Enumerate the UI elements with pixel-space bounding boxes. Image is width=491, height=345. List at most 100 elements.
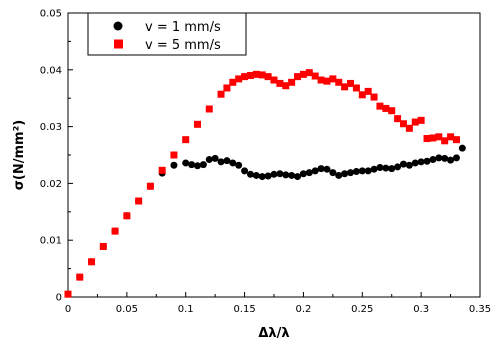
data-point-v5 [447,133,455,141]
data-point-v1 [299,170,307,178]
data-point-v5 [235,75,243,83]
data-point-v1 [288,171,296,179]
data-point-v5 [135,197,143,205]
data-point-v5 [411,118,419,126]
data-point-v1 [311,167,319,175]
legend-marker-v5 [114,39,123,49]
data-point-v1 [235,161,243,169]
data-point-v5 [246,71,254,79]
data-point-v5 [64,290,72,298]
data-point-v1 [199,161,207,169]
data-point-v5 [305,69,313,77]
data-point-v5 [193,120,201,128]
data-point-v1 [399,160,407,168]
x-tick-label: 0 [65,304,71,315]
data-point-v1 [447,156,455,164]
data-point-v5 [276,79,284,87]
y-axis-ticks: 0 0.01 0.02 0.03 0.04 0.05 [40,9,73,304]
data-point-v1 [317,165,325,173]
x-tick-label: 0.35 [469,304,491,315]
data-point-v5 [158,166,166,174]
data-point-v5 [311,72,319,80]
legend-marker-v1 [113,21,123,31]
data-point-v5 [323,77,331,85]
data-point-v1 [352,167,360,175]
data-point-v5 [88,258,96,266]
data-point-v5 [258,71,266,79]
data-point-v1 [241,167,249,175]
data-point-v1 [417,158,425,166]
x-tick-label: 0.25 [351,304,373,315]
data-point-v1 [276,170,284,178]
data-point-v1 [347,169,355,177]
x-tick-label: 0.2 [295,304,311,315]
data-point-v1 [258,173,266,181]
data-point-v5 [352,84,360,92]
legend: v = 1 mm/s v = 5 mm/s [87,12,247,56]
data-point-v5 [405,124,413,132]
data-point-v1 [429,156,437,164]
data-point-v1 [358,167,366,175]
data-point-v5 [111,227,119,235]
x-axis-label: Δλ/λ [258,326,289,341]
y-tick-label: 0.03 [40,122,62,133]
data-point-v5 [264,73,272,81]
data-point-v5 [399,120,407,128]
data-point-v5 [423,135,431,143]
x-tick-label: 0.15 [233,304,255,315]
data-point-v1 [252,171,260,179]
data-point-v5 [76,273,84,281]
data-point-v5 [341,83,349,91]
data-point-v5 [288,78,296,86]
data-point-v5 [123,212,131,220]
data-point-v1 [193,162,201,170]
data-point-v1 [458,144,466,152]
data-point-v1 [282,171,290,179]
data-point-v5 [370,93,378,101]
y-tick-label: 0.04 [40,65,62,76]
x-tick-label: 0.05 [116,304,138,315]
data-point-v5 [382,104,390,112]
data-point-v1 [229,159,237,167]
data-point-v5 [364,87,372,95]
data-point-v1 [211,154,219,162]
data-point-v5 [205,105,213,113]
data-point-v5 [452,136,460,144]
data-point-v1 [305,169,313,177]
data-point-v1 [370,165,378,173]
data-point-v1 [335,171,343,179]
data-point-v1 [341,170,349,178]
data-point-v1 [435,154,443,162]
data-point-v1 [188,161,196,169]
data-point-v1 [323,165,331,173]
data-point-v5 [429,134,437,142]
data-point-v1 [329,169,337,177]
data-point-v5 [294,73,302,81]
data-point-v1 [182,159,190,167]
data-point-v5 [223,84,231,92]
data-point-v5 [347,79,355,87]
x-axis-ticks: 0 0.05 0.1 0.15 0.2 0.25 0.3 0.35 [65,292,491,315]
data-point-v5 [146,182,154,190]
data-point-v5 [241,73,249,81]
data-point-v5 [394,115,402,123]
data-point-v5 [358,91,366,99]
data-point-v5 [435,133,443,141]
data-point-v5 [270,76,278,84]
legend-label-v5: v = 5 mm/s [145,38,221,53]
data-point-v1 [382,164,390,172]
x-tick-label: 0.3 [413,304,429,315]
data-point-v1 [217,158,225,166]
data-point-v1 [388,165,396,173]
data-point-v5 [99,242,107,250]
data-point-v1 [452,154,460,162]
data-point-v5 [217,90,225,98]
y-tick-label: 0 [56,293,62,304]
data-point-v1 [205,156,213,164]
data-point-v5 [182,136,190,144]
data-point-v1 [264,172,272,180]
data-point-v1 [270,170,278,178]
data-point-v5 [229,78,237,86]
plot-frame [67,12,481,298]
